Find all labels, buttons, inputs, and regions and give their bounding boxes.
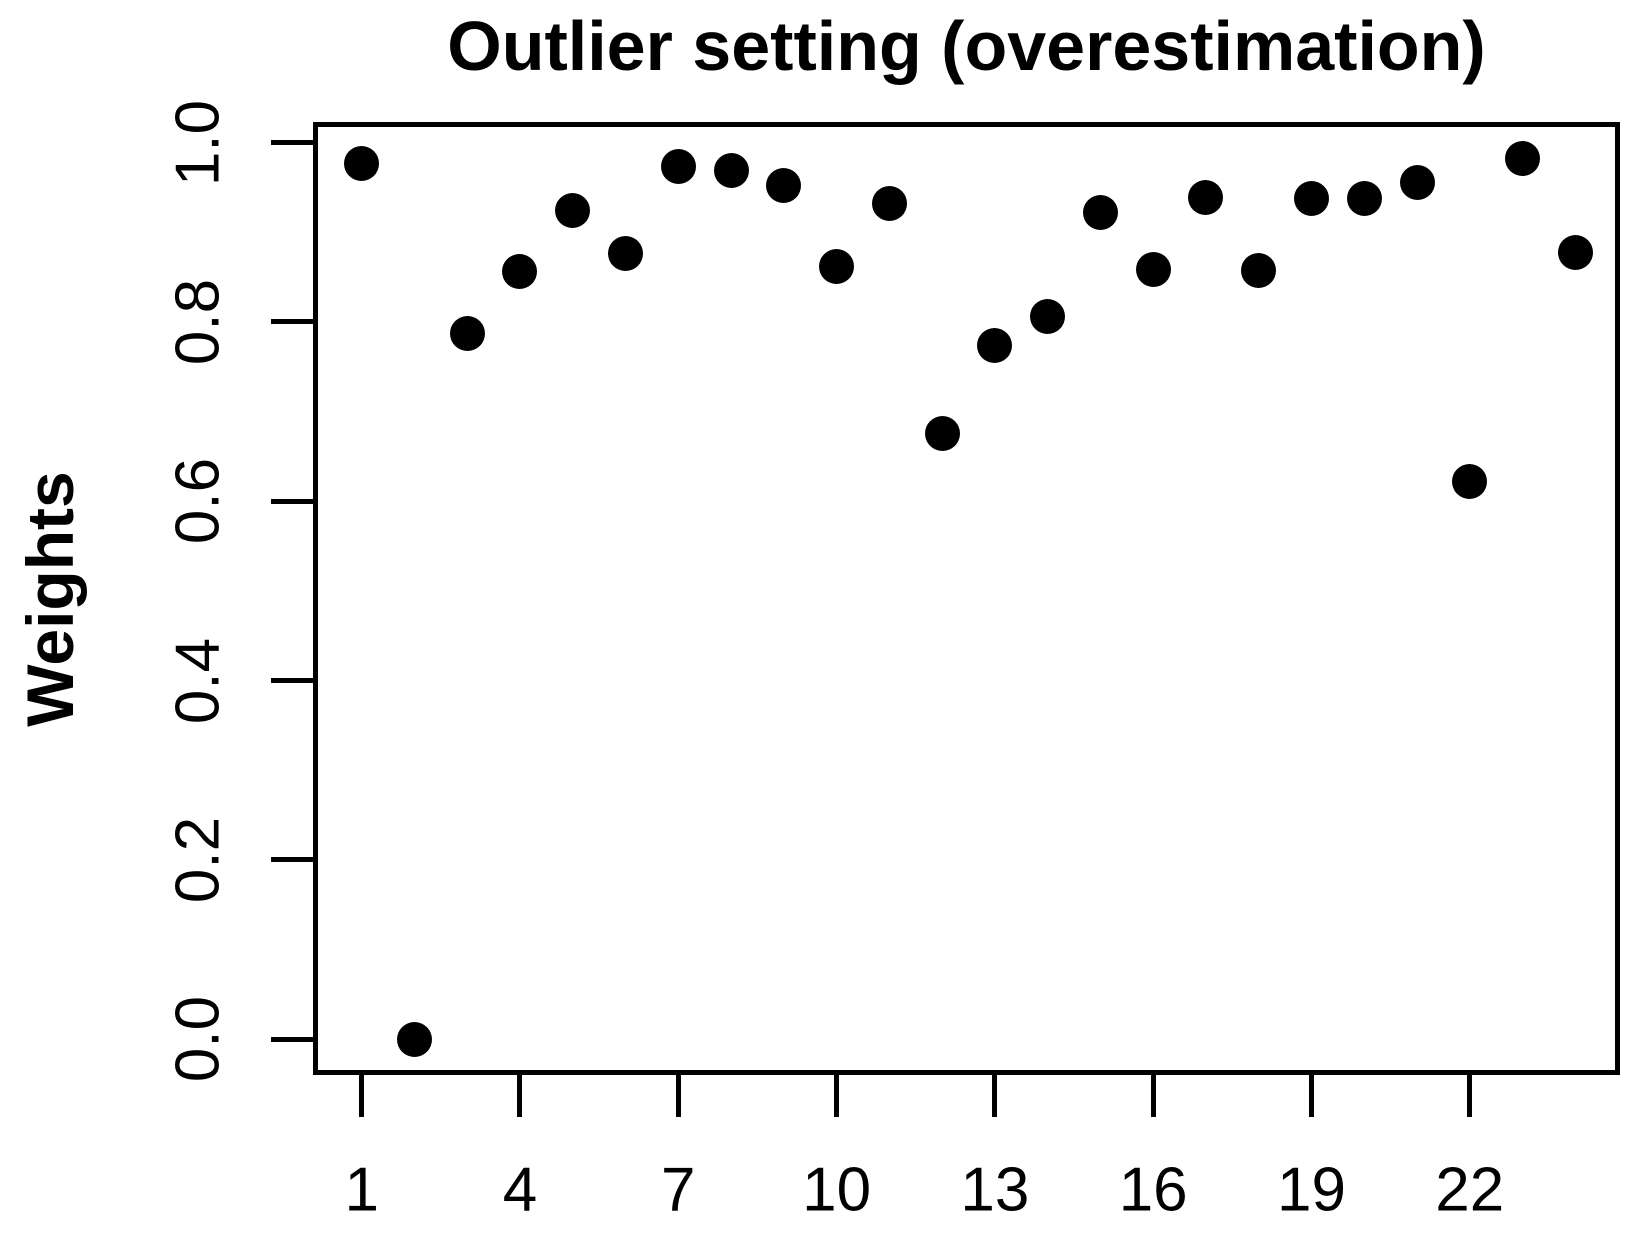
data-point bbox=[344, 145, 380, 181]
x-tick-label: 1 bbox=[344, 1155, 379, 1225]
x-tick-label: 16 bbox=[1118, 1155, 1188, 1225]
x-tick bbox=[1150, 1075, 1156, 1117]
y-tick bbox=[271, 498, 313, 504]
data-point bbox=[1557, 235, 1593, 271]
y-tick-label: 0.8 bbox=[163, 278, 233, 366]
x-tick-label: 13 bbox=[960, 1155, 1030, 1225]
y-tick bbox=[271, 319, 313, 325]
x-tick-label: 7 bbox=[661, 1155, 696, 1225]
data-point bbox=[502, 254, 538, 290]
x-tick bbox=[1467, 1075, 1473, 1117]
data-point bbox=[1399, 164, 1435, 200]
data-point bbox=[871, 186, 907, 222]
data-point bbox=[924, 416, 960, 452]
data-point bbox=[1452, 464, 1488, 499]
x-tick bbox=[675, 1075, 681, 1117]
data-point bbox=[1082, 195, 1118, 231]
x-tick bbox=[1308, 1075, 1314, 1117]
data-point bbox=[1293, 180, 1329, 216]
y-tick bbox=[271, 678, 313, 684]
x-tick bbox=[834, 1075, 840, 1117]
data-point bbox=[555, 193, 591, 229]
data-point bbox=[608, 236, 644, 272]
x-tick bbox=[517, 1075, 523, 1117]
data-point bbox=[1346, 180, 1382, 216]
data-point bbox=[1505, 141, 1541, 177]
data-point bbox=[1188, 179, 1224, 215]
data-point bbox=[977, 327, 1013, 363]
x-tick-label: 19 bbox=[1276, 1155, 1346, 1225]
x-tick-label: 4 bbox=[502, 1155, 538, 1225]
data-point bbox=[1030, 299, 1066, 335]
x-tick bbox=[992, 1075, 998, 1117]
y-tick bbox=[271, 140, 313, 146]
data-point bbox=[819, 248, 855, 284]
data-point bbox=[396, 1021, 432, 1057]
x-tick-label: 22 bbox=[1435, 1155, 1505, 1225]
data-point bbox=[1241, 253, 1277, 289]
chart-title: Outlier setting (overestimation) bbox=[447, 7, 1486, 85]
y-tick bbox=[271, 857, 313, 863]
x-tick bbox=[359, 1075, 365, 1117]
y-axis-title: Weights bbox=[13, 471, 87, 727]
y-tick-label: 0.0 bbox=[163, 996, 233, 1083]
data-point bbox=[660, 149, 696, 185]
data-point bbox=[449, 316, 485, 352]
y-tick bbox=[271, 1036, 313, 1042]
x-tick-label: 10 bbox=[802, 1155, 872, 1225]
data-point bbox=[713, 152, 749, 188]
y-tick-label: 0.4 bbox=[163, 637, 233, 724]
y-tick-label: 0.2 bbox=[163, 816, 233, 903]
y-tick-label: 1.0 bbox=[163, 99, 233, 186]
data-point bbox=[1135, 251, 1171, 287]
data-point bbox=[766, 168, 802, 204]
y-tick-label: 0.6 bbox=[163, 458, 233, 545]
